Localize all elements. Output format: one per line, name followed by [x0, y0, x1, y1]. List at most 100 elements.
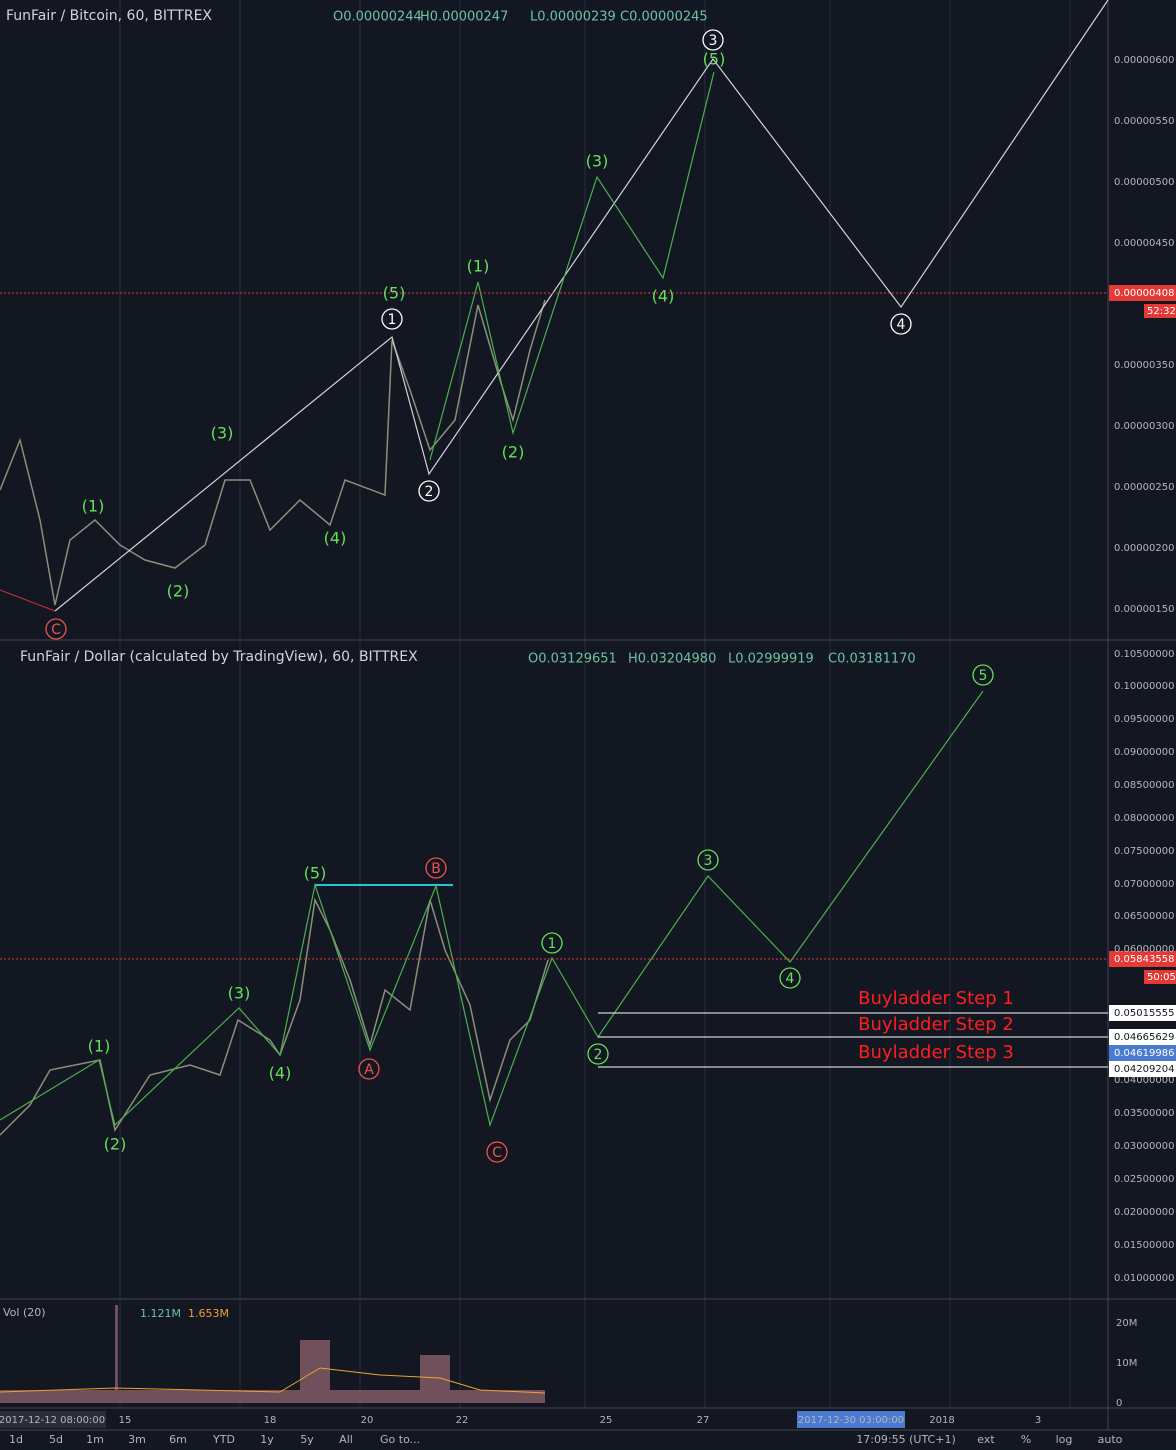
price-axis-label: 0.01500000	[1114, 1240, 1174, 1251]
wave-label: (4)	[652, 287, 675, 306]
wave-label: (2)	[502, 443, 525, 462]
range-button[interactable]: 6m	[169, 1433, 187, 1446]
wave-circle	[425, 857, 447, 879]
time-axis-label: 3	[1035, 1415, 1041, 1426]
time-axis-label: 20	[361, 1415, 374, 1426]
symbol-title[interactable]: FunFair / Bitcoin, 60, BITTREX	[6, 8, 212, 24]
wave-circle	[702, 29, 724, 51]
symbol-title[interactable]: FunFair / Dollar (calculated by TradingV…	[20, 649, 418, 665]
range-button[interactable]: 1y	[260, 1433, 274, 1446]
price-axis-label: 0.00000450	[1114, 238, 1174, 249]
volume-ma	[0, 1367, 546, 1394]
range-button[interactable]: 5d	[49, 1433, 63, 1446]
buyladder-price-tag	[1109, 1005, 1176, 1021]
wave-label: 5	[979, 668, 988, 684]
volume-value: 1.121M	[140, 1307, 181, 1320]
grid	[119, 0, 1071, 1408]
scale-option[interactable]: log	[1056, 1433, 1073, 1446]
wave-label: C	[51, 622, 61, 638]
wave-label: B	[431, 861, 441, 877]
countdown-tag	[1144, 304, 1176, 318]
clock: 17:09:55 (UTC+1)	[856, 1433, 956, 1446]
wave-circle	[697, 849, 719, 871]
wave-label: 3	[704, 853, 713, 869]
time-axis-label: 18	[264, 1415, 277, 1426]
time-axis-label: 25	[600, 1415, 613, 1426]
wave-label: (3)	[211, 424, 234, 443]
wave-label: 1	[548, 936, 557, 952]
volume-title[interactable]: Vol (20)	[3, 1306, 46, 1319]
wave-circle	[358, 1058, 380, 1080]
wave-line-green	[0, 690, 984, 1128]
wave-circle	[418, 480, 440, 502]
range-button[interactable]: 3m	[128, 1433, 146, 1446]
price-axis-label: 0.00000600	[1114, 55, 1174, 66]
wave-line-red	[0, 589, 56, 612]
time-axis-label: 27	[697, 1415, 710, 1426]
wave-label: A	[364, 1062, 374, 1078]
volume-bars	[0, 1305, 545, 1403]
wave-label: (2)	[167, 582, 190, 601]
price-axis-label: 0.04000000	[1114, 1075, 1174, 1086]
last-price: 0.00000408	[1114, 288, 1174, 299]
wave-label: (1)	[88, 1037, 111, 1056]
buyladder-label: Buyladder Step 2	[858, 1014, 1014, 1035]
wave-label: (5)	[304, 864, 327, 883]
ohlc-high: H0.03204980	[628, 652, 716, 667]
range-button[interactable]: YTD	[212, 1433, 235, 1446]
price-axis-label: 0.00000500	[1114, 177, 1174, 188]
wave-label: (4)	[269, 1064, 292, 1083]
price-axis-label: 0.01000000	[1114, 1273, 1174, 1284]
wave-circle	[779, 967, 801, 989]
price-axis-label: 0.00000300	[1114, 421, 1174, 432]
wave-label: 1	[388, 312, 397, 328]
wave-circle	[381, 308, 403, 330]
time-tag	[0, 1411, 106, 1428]
goto-button[interactable]: Go to...	[380, 1433, 420, 1446]
scale-option[interactable]: auto	[1098, 1433, 1123, 1446]
wave-label: 4	[786, 971, 795, 987]
price-axis-label: 0.02000000	[1114, 1207, 1174, 1218]
wave-label: (3)	[228, 984, 251, 1003]
scale-option[interactable]: %	[1021, 1433, 1031, 1446]
time-axis-label: 2017-12-12 08:00:00	[0, 1415, 105, 1426]
price-axis-label: 0.10500000	[1114, 649, 1174, 660]
volume-axis-label: 10M	[1116, 1358, 1137, 1369]
wave-label: (4)	[324, 529, 347, 548]
buyladder-price: 0.04665629	[1114, 1032, 1174, 1043]
wave-label: (2)	[104, 1135, 127, 1154]
ohlc-high: H0.00000247	[420, 10, 508, 25]
wave-label: 2	[594, 1047, 603, 1063]
buyladder-price: 0.05015555	[1114, 1008, 1174, 1019]
wave-label: (5)	[383, 284, 406, 303]
wave-label: (1)	[467, 257, 490, 276]
wave-line-green	[429, 71, 715, 461]
countdown: 50:05	[1147, 972, 1176, 983]
ohlc-low: L0.00000239	[530, 10, 616, 25]
ohlc-close: C0.00000245	[620, 10, 708, 25]
wave-label: 4	[897, 317, 906, 333]
range-button[interactable]: 5y	[300, 1433, 314, 1446]
buyladder-price-tag	[1109, 1029, 1176, 1045]
countdown-tag	[1144, 970, 1176, 984]
range-button[interactable]: 1d	[9, 1433, 23, 1446]
range-button[interactable]: All	[339, 1433, 353, 1446]
price-axis-label: 0.06500000	[1114, 911, 1174, 922]
price-axis-label: 0.08500000	[1114, 780, 1174, 791]
ohlc-open: O0.00000244	[333, 10, 422, 25]
wave-label: (1)	[82, 497, 105, 516]
scale-option[interactable]: ext	[977, 1433, 995, 1446]
price-axis-label: 0.00000250	[1114, 482, 1174, 493]
price-axis-label: 0.02500000	[1114, 1174, 1174, 1185]
price-axis-label: 0.06000000	[1114, 944, 1174, 955]
price-axis-label: 0.00000150	[1114, 604, 1174, 615]
buyladder-label: Buyladder Step 1	[858, 988, 1014, 1009]
range-button[interactable]: 1m	[86, 1433, 104, 1446]
wave-label: 2	[425, 484, 434, 500]
price-axis-label: 0.08000000	[1114, 813, 1174, 824]
wave-circle	[45, 618, 67, 640]
price-axis-label: 0.00000350	[1114, 360, 1174, 371]
time-axis-label: 22	[456, 1415, 469, 1426]
